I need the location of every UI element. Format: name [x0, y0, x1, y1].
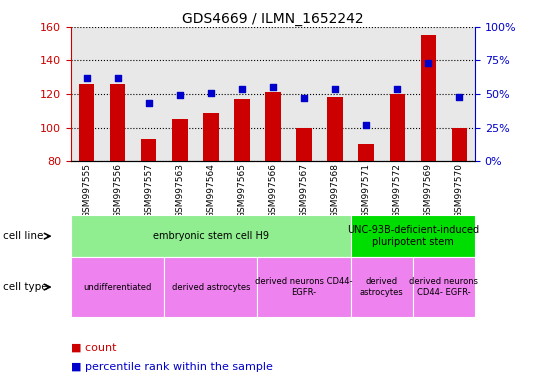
Bar [389, 94, 405, 161]
Bar [265, 93, 281, 161]
Bar [420, 35, 436, 161]
Point [362, 122, 371, 128]
Text: ■ percentile rank within the sample: ■ percentile rank within the sample [71, 362, 273, 372]
Point [300, 95, 308, 101]
Bar [359, 144, 374, 161]
Text: cell type: cell type [3, 282, 48, 292]
Point [82, 75, 91, 81]
Point [175, 92, 184, 98]
Text: derived neurons CD44-
EGFR-: derived neurons CD44- EGFR- [256, 277, 353, 297]
Point [393, 86, 402, 92]
Bar [79, 84, 94, 161]
Bar [296, 128, 312, 161]
Bar [452, 128, 467, 161]
Bar [141, 139, 157, 161]
Bar [172, 119, 187, 161]
Text: derived
astrocytes: derived astrocytes [360, 277, 403, 297]
Bar [328, 98, 343, 161]
Point [144, 101, 153, 107]
Point [113, 75, 122, 81]
Text: cell line: cell line [3, 231, 43, 241]
Text: undifferentiated: undifferentiated [84, 283, 152, 291]
Text: GDS4669 / ILMN_1652242: GDS4669 / ILMN_1652242 [182, 12, 364, 25]
Point [269, 84, 277, 91]
Bar [234, 99, 250, 161]
Point [424, 60, 433, 66]
Text: derived neurons
CD44- EGFR-: derived neurons CD44- EGFR- [410, 277, 478, 297]
Bar [203, 113, 218, 161]
Text: derived astrocytes: derived astrocytes [171, 283, 250, 291]
Text: embryonic stem cell H9: embryonic stem cell H9 [153, 231, 269, 241]
Point [206, 90, 215, 96]
Point [455, 94, 464, 100]
Text: UNC-93B-deficient-induced
pluripotent stem: UNC-93B-deficient-induced pluripotent st… [347, 225, 479, 247]
Point [238, 86, 246, 92]
Text: ■ count: ■ count [71, 343, 116, 353]
Bar [110, 84, 126, 161]
Point [331, 86, 340, 92]
